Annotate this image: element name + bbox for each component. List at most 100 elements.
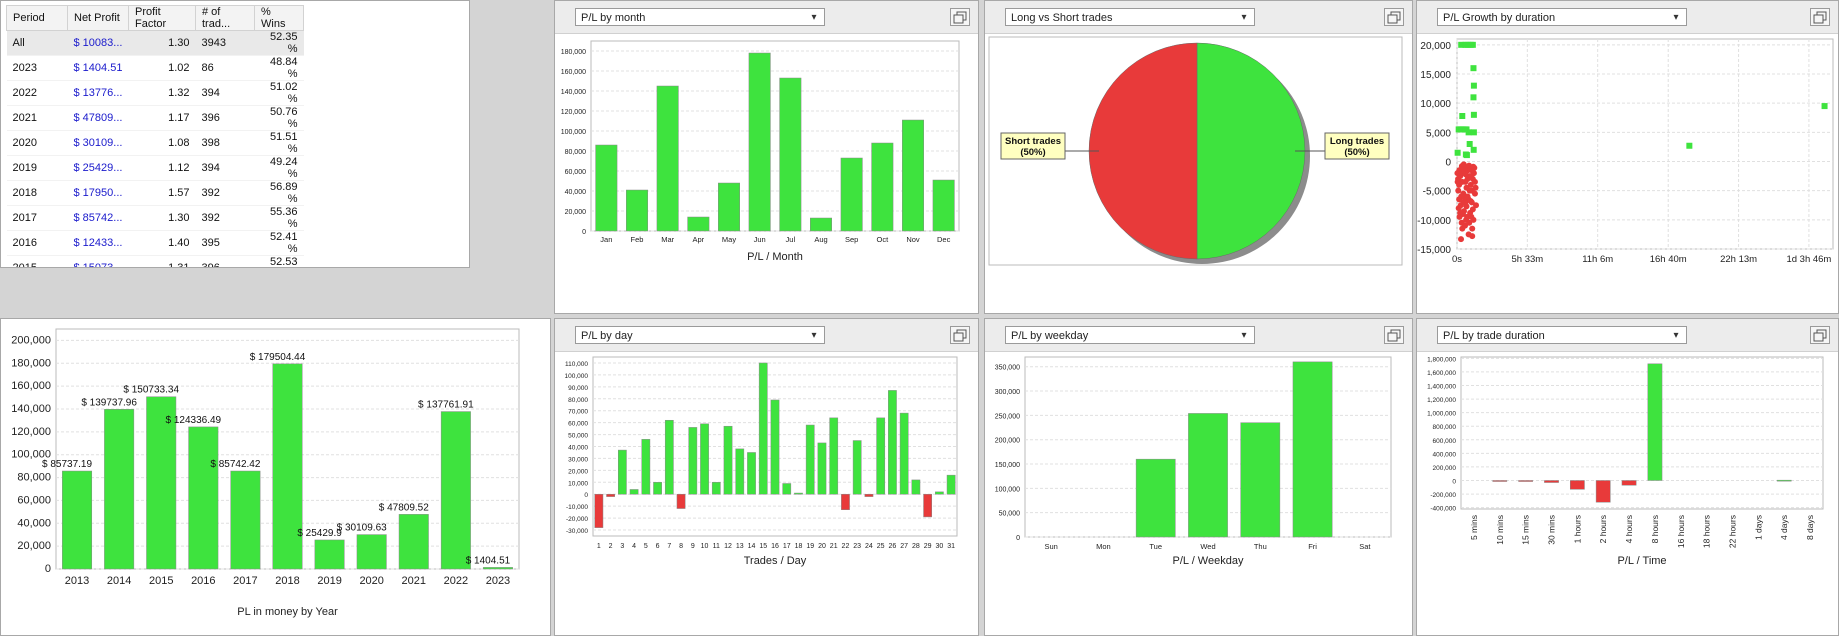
chart-type-dropdown[interactable]: P/L by trade duration ▾ [1437, 326, 1687, 344]
x-axis-label: Trades / Day [744, 555, 807, 567]
dropdown-value: P/L by trade duration [1443, 330, 1545, 342]
y-tick-label: 100,000 [11, 449, 51, 461]
panel-body: 0 50,000 100,000 150,000 200,000 250,000 300,0… [985, 351, 1412, 635]
y-tick-label: 80,000 [568, 397, 588, 404]
cell-period: 2018 [6, 180, 68, 206]
x-tick-label: 18 [795, 543, 803, 550]
cell-period: 2020 [6, 130, 68, 156]
y-tick-label: 120,000 [561, 109, 586, 116]
bar [899, 412, 909, 495]
maximize-icon [1813, 329, 1827, 342]
bar [829, 417, 839, 495]
y-tick-label: 180,000 [11, 357, 51, 369]
y-tick-label: 70,000 [568, 409, 588, 416]
data-label: $ 1404.51 [466, 555, 511, 566]
x-tick-label: 1 days [1753, 515, 1763, 540]
table-row[interactable]: 2018 $ 17950... 1.57 392 56.89 % [6, 180, 304, 206]
month-chart-panel: P/L by month ▾ 0 20,000 40,000 60,000 80,000 1… [554, 0, 979, 314]
x-tick-label: 26 [889, 543, 897, 550]
table-row[interactable]: 2023 $ 1404.51 1.02 86 48.84 % [6, 55, 304, 81]
table-row[interactable]: 2016 $ 12433... 1.40 395 52.41 % [6, 230, 304, 256]
table-row[interactable]: 2021 $ 47809... 1.17 396 50.76 % [6, 105, 304, 131]
maximize-button[interactable] [1810, 8, 1830, 26]
scatter-point-positive [1464, 41, 1471, 48]
y-tick-label: 10,000 [1420, 99, 1451, 110]
bar [902, 119, 924, 232]
y-tick-label: 20,000 [1420, 41, 1451, 52]
cell-trades: 392 [195, 180, 255, 206]
table-row[interactable]: 2022 $ 13776... 1.32 394 51.02 % [6, 80, 304, 106]
maximize-button[interactable] [950, 8, 970, 26]
bar [626, 189, 648, 232]
x-tick-label: 2020 [359, 575, 383, 587]
x-tick-label: Jun [754, 235, 766, 244]
longshort-chart-panel: Long vs Short trades ▾ Long trades (50%) Sh… [984, 0, 1413, 314]
table-row[interactable]: All $ 10083... 1.30 3943 52.35 % [6, 30, 304, 56]
panel-toolbar: P/L by month ▾ [555, 1, 978, 34]
x-tick-label: 14 [748, 543, 756, 550]
chevron-down-icon: ▾ [811, 12, 817, 23]
bar [1188, 413, 1228, 538]
x-tick-label: 2019 [317, 575, 341, 587]
bar [852, 440, 862, 495]
y-tick-label: 60,000 [565, 169, 587, 176]
y-tick-label: -400,000 [1430, 506, 1456, 513]
scatter-point-negative [1457, 209, 1464, 216]
bar [1595, 480, 1611, 503]
table-row[interactable]: 2019 $ 25429... 1.12 394 49.24 % [6, 155, 304, 181]
scatter-point-positive [1470, 82, 1477, 89]
x-tick-label: Apr [692, 235, 704, 244]
bar [1492, 480, 1508, 482]
panel-toolbar: P/L Growth by duration ▾ [1417, 1, 1838, 34]
chart-type-dropdown[interactable]: P/L by month ▾ [575, 8, 825, 26]
maximize-button[interactable] [950, 326, 970, 344]
x-tick-label: Mon [1096, 542, 1111, 551]
x-tick-label: Fri [1308, 542, 1317, 551]
chart-type-dropdown[interactable]: P/L Growth by duration ▾ [1437, 8, 1687, 26]
month-bar-chart: 0 20,000 40,000 60,000 80,000 100,000 120,000 1… [561, 40, 960, 263]
x-axis-label: PL in money by Year [237, 606, 338, 618]
cell-trades: 392 [195, 205, 255, 231]
bar [272, 363, 303, 570]
chart-type-dropdown[interactable]: Long vs Short trades ▾ [1005, 8, 1255, 26]
x-tick-label: 8 [679, 543, 683, 550]
data-label: $ 124336.49 [166, 415, 222, 426]
x-tick-label: 10 [701, 543, 709, 550]
maximize-button[interactable] [1384, 8, 1404, 26]
col-trades[interactable]: # of trad... [195, 5, 255, 31]
x-tick-label: 5h 33m [1511, 254, 1543, 265]
bar [723, 425, 733, 495]
col-wins[interactable]: % Wins [254, 5, 304, 31]
x-tick-label: 12 [724, 543, 732, 550]
bar [104, 409, 135, 570]
scatter-point-negative [1468, 173, 1475, 180]
cell-trades: 394 [195, 80, 255, 106]
cell-profit-factor: 1.08 [128, 130, 196, 156]
chart-type-dropdown[interactable]: P/L by day ▾ [575, 326, 825, 344]
day-bar-chart: -30,000 -20,000 -10,000 0 10,000 20,000 30,000… [565, 356, 958, 567]
col-profit-factor[interactable]: Profit Factor [128, 5, 196, 31]
data-label: $ 25429.9 [297, 528, 342, 539]
panel-toolbar: P/L by day ▾ [555, 319, 978, 352]
chart-type-dropdown[interactable]: P/L by weekday ▾ [1005, 326, 1255, 344]
bar [314, 539, 345, 570]
maximize-button[interactable] [1810, 326, 1830, 344]
bar [594, 493, 604, 528]
col-net-profit[interactable]: Net Profit [67, 5, 129, 31]
maximize-button[interactable] [1384, 326, 1404, 344]
x-tick-label: 2016 [191, 575, 215, 587]
cell-trades: 395 [195, 230, 255, 256]
table-row[interactable]: 2020 $ 30109... 1.08 398 51.51 % [6, 130, 304, 156]
growth-chart-panel: P/L Growth by duration ▾ -15,000 -10,000 -5… [1416, 0, 1839, 314]
bar [1240, 422, 1281, 538]
y-tick-label: 30,000 [568, 456, 588, 463]
col-period[interactable]: Period [6, 5, 68, 31]
x-tick-label: 3 [620, 543, 624, 550]
bar [617, 449, 627, 495]
table-row[interactable]: 2017 $ 85742... 1.30 392 55.36 % [6, 205, 304, 231]
maximize-icon [1387, 11, 1401, 24]
cell-net-profit: $ 30109... [67, 130, 129, 156]
bar [629, 489, 639, 495]
bar [817, 442, 827, 495]
